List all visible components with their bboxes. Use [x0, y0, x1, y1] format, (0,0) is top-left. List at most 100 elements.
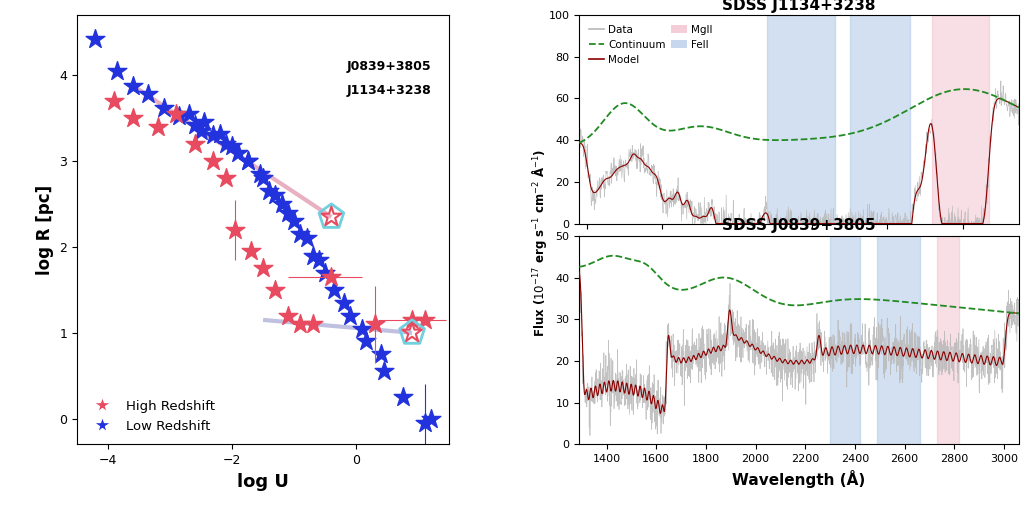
- Bar: [767, 15, 835, 224]
- Point: [230, 148, 247, 157]
- Data: [870, 221, 883, 227]
- Bar: [933, 15, 989, 224]
- Point: [367, 320, 383, 328]
- Point: [196, 118, 212, 126]
- Point: [255, 174, 271, 182]
- Point: [180, 110, 197, 118]
- Point: [324, 213, 340, 221]
- Point: [156, 104, 172, 112]
- Continuum: [911, 102, 924, 108]
- Point: [317, 269, 334, 277]
- Point: [373, 350, 389, 359]
- Point: [125, 114, 141, 122]
- Model: [886, 221, 898, 227]
- Point: [171, 113, 187, 121]
- Continuum: [886, 116, 898, 122]
- Legend: High Redshift, Low Redshift: High Redshift, Low Redshift: [83, 394, 220, 438]
- Continuum: [790, 137, 802, 143]
- Data: [1016, 111, 1024, 117]
- Point: [280, 209, 296, 217]
- Point: [280, 312, 296, 320]
- Data: [686, 221, 698, 227]
- Point: [205, 131, 221, 139]
- Model: [790, 221, 802, 227]
- Point: [357, 337, 374, 345]
- Point: [286, 217, 302, 225]
- Continuum: [869, 123, 882, 129]
- Point: [261, 187, 278, 195]
- Model: [1016, 106, 1024, 112]
- Data: [573, 142, 586, 148]
- Data: [912, 193, 925, 199]
- Data: [994, 78, 1007, 84]
- Point: [218, 140, 234, 148]
- Point: [336, 298, 352, 307]
- Point: [403, 329, 420, 337]
- Bar: [878, 236, 920, 444]
- Model: [912, 187, 925, 193]
- Continuum: [573, 140, 586, 146]
- Point: [105, 97, 122, 105]
- Point: [417, 419, 433, 427]
- Y-axis label: log R [pc]: log R [pc]: [36, 185, 53, 275]
- Point: [240, 157, 256, 165]
- Point: [224, 141, 241, 149]
- Model: [710, 221, 722, 227]
- Continuum: [846, 130, 858, 136]
- Point: [125, 81, 141, 89]
- Point: [140, 90, 157, 98]
- Point: [304, 320, 321, 328]
- Point: [394, 393, 411, 401]
- Title: SDSS J0839+3805: SDSS J0839+3805: [722, 219, 876, 233]
- Data: [886, 221, 898, 227]
- Bar: [830, 236, 860, 444]
- Point: [342, 312, 358, 320]
- Point: [423, 415, 439, 423]
- Point: [218, 174, 234, 182]
- Line: Continuum: Continuum: [580, 89, 1022, 143]
- Bar: [937, 236, 959, 444]
- Point: [205, 157, 221, 165]
- Text: J0839+3805: J0839+3805: [347, 60, 431, 73]
- Point: [324, 273, 340, 281]
- Point: [193, 127, 209, 135]
- Data: [790, 221, 802, 227]
- Point: [109, 67, 125, 75]
- Data: [886, 210, 898, 216]
- Text: Flux ($10^{-17}$ erg s$^{-1}$ cm$^{-2}$ Å$^{-1}$): Flux ($10^{-17}$ erg s$^{-1}$ cm$^{-2}$ …: [530, 148, 549, 336]
- Point: [403, 316, 420, 324]
- Point: [327, 286, 343, 294]
- Point: [417, 316, 433, 324]
- Point: [298, 234, 314, 242]
- Line: Data: Data: [580, 81, 1022, 224]
- Model: [870, 221, 883, 227]
- X-axis label: log U: log U: [238, 473, 289, 491]
- Point: [292, 230, 308, 238]
- Point: [267, 191, 284, 199]
- Point: [267, 286, 284, 294]
- Point: [150, 123, 166, 131]
- Point: [252, 170, 268, 178]
- Point: [376, 368, 392, 376]
- Point: [243, 247, 259, 256]
- Continuum: [1016, 106, 1024, 112]
- Point: [310, 256, 327, 264]
- Point: [292, 320, 308, 328]
- Continuum: [958, 86, 971, 92]
- Point: [324, 213, 340, 221]
- Point: [186, 121, 203, 129]
- Point: [186, 140, 203, 148]
- Legend: Data, Continuum, Model, MgII, FeII: Data, Continuum, Model, MgII, FeII: [585, 20, 717, 69]
- Point: [403, 329, 420, 337]
- Point: [240, 157, 256, 165]
- Data: [847, 214, 859, 220]
- Model: [993, 95, 1006, 102]
- X-axis label: Wavelength (Å): Wavelength (Å): [732, 470, 865, 488]
- Point: [273, 200, 290, 208]
- Text: J1134+3238: J1134+3238: [347, 84, 432, 97]
- Bar: [850, 15, 910, 224]
- Model: [573, 140, 586, 146]
- Point: [354, 324, 371, 332]
- Title: SDSS J1134+3238: SDSS J1134+3238: [722, 0, 876, 13]
- Point: [227, 226, 244, 234]
